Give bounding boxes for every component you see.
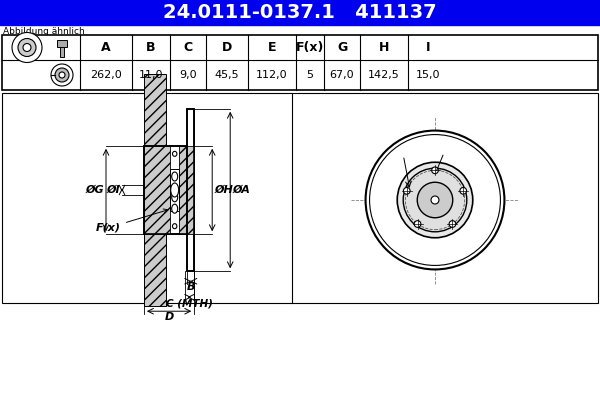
Text: 11,0: 11,0 bbox=[139, 70, 163, 80]
Text: 45,5: 45,5 bbox=[215, 70, 239, 80]
Ellipse shape bbox=[171, 183, 179, 197]
Circle shape bbox=[431, 196, 439, 204]
Text: I: I bbox=[426, 41, 430, 54]
Bar bbox=[187, 146, 194, 234]
Text: Ø12,6: Ø12,6 bbox=[438, 147, 470, 157]
Text: G: G bbox=[337, 41, 347, 54]
Bar bbox=[144, 146, 187, 234]
Ellipse shape bbox=[172, 172, 178, 181]
Bar bbox=[144, 74, 166, 306]
Text: 142,5: 142,5 bbox=[368, 70, 400, 80]
Circle shape bbox=[51, 64, 73, 86]
Circle shape bbox=[449, 221, 456, 227]
Text: ØH: ØH bbox=[214, 185, 233, 195]
Text: 24.0111-0137.1   411137: 24.0111-0137.1 411137 bbox=[163, 4, 437, 22]
Bar bbox=[144, 146, 187, 234]
Circle shape bbox=[59, 72, 65, 78]
Text: Abbildung ähnlich: Abbildung ähnlich bbox=[3, 27, 85, 36]
Bar bbox=[187, 109, 194, 271]
Ellipse shape bbox=[23, 44, 31, 52]
Circle shape bbox=[431, 167, 439, 174]
Circle shape bbox=[414, 221, 421, 227]
Bar bbox=[144, 146, 170, 234]
Ellipse shape bbox=[173, 151, 177, 156]
Text: H: H bbox=[379, 41, 389, 54]
Text: ØG: ØG bbox=[85, 185, 104, 195]
Bar bbox=[2, 35, 598, 90]
Text: 15,0: 15,0 bbox=[416, 70, 440, 80]
Bar bbox=[57, 40, 67, 46]
Text: E: E bbox=[268, 41, 276, 54]
Circle shape bbox=[397, 162, 473, 238]
Text: Illustration similar: Illustration similar bbox=[3, 35, 85, 44]
Ellipse shape bbox=[172, 204, 178, 213]
Text: ØE: ØE bbox=[176, 182, 185, 198]
Ellipse shape bbox=[12, 32, 42, 62]
Text: 112,0: 112,0 bbox=[256, 70, 288, 80]
Bar bbox=[60, 46, 64, 56]
Text: C (MTH): C (MTH) bbox=[166, 298, 213, 308]
Text: F(x): F(x) bbox=[296, 41, 324, 54]
Bar bbox=[0, 0, 600, 25]
Text: B: B bbox=[146, 41, 156, 54]
Ellipse shape bbox=[172, 193, 178, 202]
Text: 5: 5 bbox=[307, 70, 314, 80]
Text: C: C bbox=[184, 41, 193, 54]
Bar bbox=[170, 169, 179, 211]
Bar bbox=[2, 93, 598, 303]
Circle shape bbox=[365, 130, 505, 270]
Circle shape bbox=[403, 168, 467, 232]
Text: 262,0: 262,0 bbox=[90, 70, 122, 80]
Text: B: B bbox=[187, 282, 195, 292]
Text: 2x: 2x bbox=[440, 140, 453, 150]
Circle shape bbox=[55, 68, 69, 82]
Ellipse shape bbox=[18, 38, 36, 56]
Text: Ø120: Ø120 bbox=[419, 186, 451, 196]
Text: A: A bbox=[101, 41, 111, 54]
Circle shape bbox=[460, 188, 467, 194]
Bar bbox=[187, 109, 194, 271]
Text: Ø11: Ø11 bbox=[389, 144, 411, 154]
Circle shape bbox=[417, 182, 453, 218]
Text: F(x): F(x) bbox=[96, 209, 168, 233]
Text: D: D bbox=[222, 41, 232, 54]
Circle shape bbox=[370, 134, 500, 266]
Bar bbox=[187, 109, 194, 271]
Text: 67,0: 67,0 bbox=[329, 70, 355, 80]
Text: 9,0: 9,0 bbox=[179, 70, 197, 80]
Text: ØA: ØA bbox=[232, 185, 250, 195]
Ellipse shape bbox=[173, 224, 177, 229]
Circle shape bbox=[403, 188, 410, 194]
Text: ØI: ØI bbox=[106, 185, 120, 195]
Text: D: D bbox=[164, 312, 174, 322]
Bar bbox=[179, 146, 194, 234]
